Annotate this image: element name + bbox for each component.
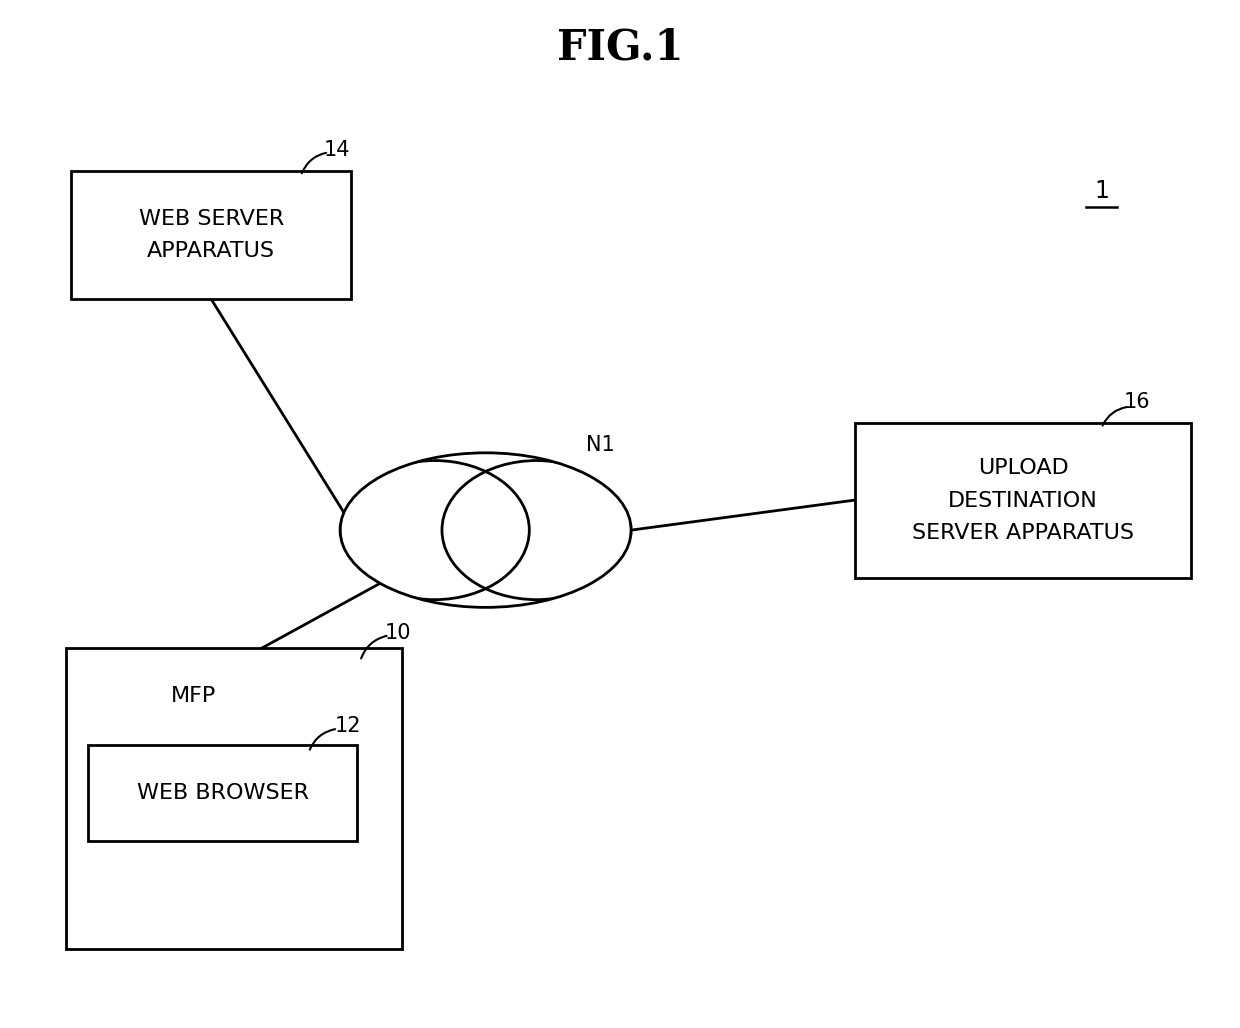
Ellipse shape xyxy=(340,452,631,608)
Text: UPLOAD
DESTINATION
SERVER APPARATUS: UPLOAD DESTINATION SERVER APPARATUS xyxy=(913,457,1135,544)
Bar xyxy=(72,171,351,299)
Text: 12: 12 xyxy=(335,717,361,736)
Text: N1: N1 xyxy=(587,435,615,455)
Bar xyxy=(88,744,357,841)
Text: FIG.1: FIG.1 xyxy=(557,26,683,68)
Text: MFP: MFP xyxy=(171,687,216,706)
Text: 14: 14 xyxy=(324,140,350,159)
Bar xyxy=(66,649,402,949)
Text: WEB BROWSER: WEB BROWSER xyxy=(136,783,309,803)
Text: 1: 1 xyxy=(1094,179,1109,203)
Bar xyxy=(856,423,1192,579)
Text: WEB SERVER
APPARATUS: WEB SERVER APPARATUS xyxy=(139,209,284,261)
Text: 16: 16 xyxy=(1123,392,1151,412)
Text: 10: 10 xyxy=(384,623,412,642)
